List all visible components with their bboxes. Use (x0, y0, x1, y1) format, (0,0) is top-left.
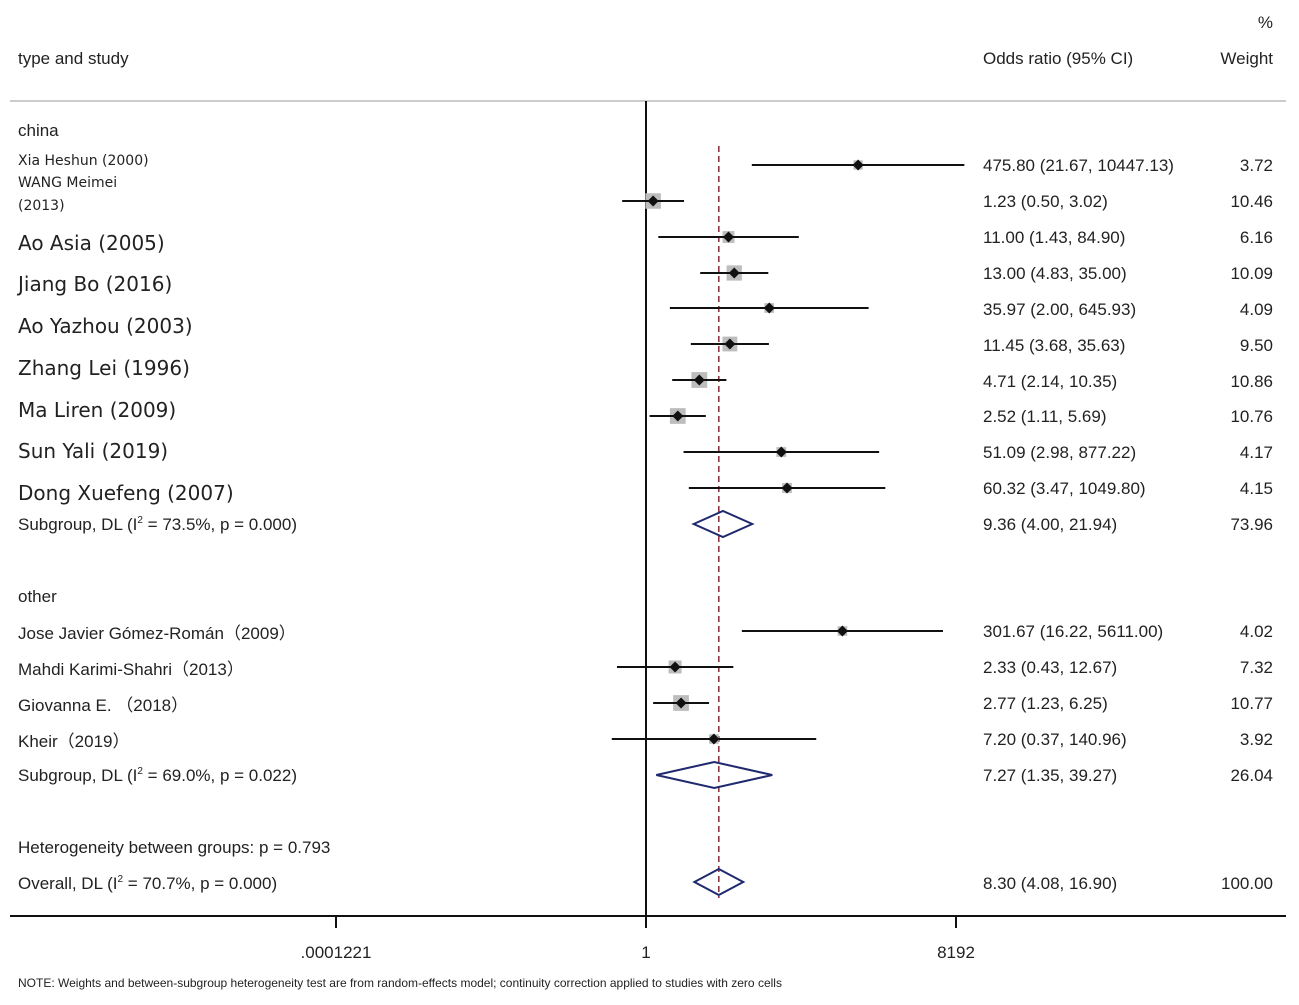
weight-value: 10.76 (1230, 407, 1273, 426)
subgroup-label-other: Subgroup, DL (I2 = 69.0%, p = 0.022) (18, 766, 297, 785)
or-value: 301.67 (16.22, 5611.00) (983, 622, 1163, 641)
or-value: 11.45 (3.68, 35.63) (983, 336, 1125, 355)
footnote: NOTE: Weights and between-subgroup heter… (18, 976, 782, 990)
point-estimate (669, 661, 681, 673)
study-label: Jiang Bo (2016) (16, 272, 172, 296)
subgroup-or-value: 7.27 (1.35, 39.27) (983, 766, 1117, 785)
or-value: 51.09 (2.98, 877.22) (983, 443, 1136, 462)
weight-value: 10.77 (1230, 694, 1273, 713)
point-estimate (763, 302, 775, 314)
weight-value: 6.16 (1240, 228, 1273, 247)
point-estimate (836, 625, 848, 637)
or-value: 60.32 (3.47, 1049.80) (983, 479, 1146, 498)
subgroup-label-pre: Subgroup, DL (I (18, 766, 137, 785)
study-label: Jose Javier Gómez-Román（2009） (18, 624, 296, 643)
or-value: 13.00 (4.83, 35.00) (983, 264, 1127, 283)
overall-diamond (692, 867, 746, 897)
point-estimate (708, 733, 720, 745)
point-estimate (852, 159, 864, 171)
study-label: Xia Heshun (2000) (18, 153, 149, 169)
or-value: 4.71 (2.14, 10.35) (983, 372, 1117, 391)
or-value: 35.97 (2.00, 645.93) (983, 300, 1136, 319)
subgroup-label-pre: Subgroup, DL (I (18, 515, 137, 534)
or-value: 2.52 (1.11, 5.69) (983, 407, 1107, 426)
weight-value: 9.50 (1240, 336, 1273, 355)
study-marks (611, 159, 965, 897)
weight-value: 4.09 (1240, 300, 1273, 319)
x-tick-label: 1 (641, 943, 650, 962)
subgroup-diamond (691, 509, 755, 539)
weight-value: 4.15 (1240, 479, 1273, 498)
point-estimate (672, 410, 684, 422)
subgroup-diamond (656, 760, 773, 790)
weight-value: 3.92 (1240, 730, 1273, 749)
x-axis-ticks: .0001221 1 8192 (301, 916, 975, 962)
point-estimate (722, 231, 734, 243)
study-label: Mahdi Karimi-Shahri（2013） (18, 660, 244, 679)
point-estimate (647, 195, 659, 207)
or-value: 2.77 (1.23, 6.25) (983, 694, 1108, 713)
weight-value: 10.09 (1230, 264, 1273, 283)
overall-label: Overall, DL (I2 = 70.7%, p = 0.000) (18, 874, 277, 893)
study-label: WANG Meimei (18, 175, 117, 191)
subgroup-label-sup: 2 (137, 515, 143, 526)
overall-or-value: 8.30 (4.08, 16.90) (983, 874, 1117, 893)
x-tick-label: .0001221 (301, 943, 372, 962)
point-estimate (693, 374, 705, 386)
overall-label-pre: Overall, DL (I (18, 874, 118, 893)
header-weight-percent: % (1258, 13, 1273, 32)
group-label-china: china (18, 121, 59, 140)
point-estimate (781, 482, 793, 494)
weight-value: 10.46 (1230, 192, 1273, 211)
subgroup-or-value: 9.36 (4.00, 21.94) (983, 515, 1117, 534)
study-label: Ao Yazhou (2003) (18, 314, 193, 338)
or-value: 7.20 (0.37, 140.96) (983, 730, 1127, 749)
study-label: Ma Liren (2009) (18, 398, 176, 422)
group-label-other: other (18, 587, 57, 606)
or-value: 1.23 (0.50, 3.02) (983, 192, 1108, 211)
weight-value: 7.32 (1240, 658, 1273, 677)
study-label: Sun Yali (2019) (18, 439, 168, 463)
subgroup-weight-value: 73.96 (1230, 515, 1273, 534)
or-value: 475.80 (21.67, 10447.13) (983, 156, 1174, 175)
overall-weight-value: 100.00 (1221, 874, 1273, 893)
weight-value: 3.72 (1240, 156, 1273, 175)
header-study-column: type and study (18, 49, 129, 68)
or-value: 11.00 (1.43, 84.90) (983, 228, 1125, 247)
point-estimate (675, 697, 687, 709)
subgroup-label-post: = 73.5%, p = 0.000) (143, 515, 297, 534)
weight-value: 10.86 (1230, 372, 1273, 391)
header-weight-column: Weight (1220, 49, 1273, 68)
point-estimate (728, 267, 740, 279)
subgroup-label-post: = 69.0%, p = 0.022) (143, 766, 297, 785)
study-label: Kheir（2019） (18, 732, 130, 751)
study-label-continued: (2013) (18, 198, 65, 214)
subgroup-label-china: Subgroup, DL (I2 = 73.5%, p = 0.000) (18, 515, 297, 534)
point-estimate (724, 338, 736, 350)
x-tick-label: 8192 (937, 943, 975, 962)
study-label: Zhang Lei (1996) (18, 356, 190, 380)
heterogeneity-label: Heterogeneity between groups: p = 0.793 (18, 838, 330, 857)
study-label: Dong Xuefeng (2007) (18, 481, 234, 505)
subgroup-label-sup: 2 (137, 766, 143, 777)
study-label: Ao Asia (2005) (18, 231, 165, 255)
header-or-column: Odds ratio (95% CI) (983, 49, 1133, 68)
weight-value: 4.02 (1240, 622, 1273, 641)
or-value: 2.33 (0.43, 12.67) (983, 658, 1117, 677)
study-label: Giovanna E. （2018） (18, 696, 188, 715)
overall-label-post: = 70.7%, p = 0.000) (123, 874, 277, 893)
subgroup-weight-value: 26.04 (1230, 766, 1273, 785)
weight-value: 4.17 (1240, 443, 1273, 462)
point-estimate (775, 446, 787, 458)
overall-label-sup: 2 (118, 874, 124, 885)
